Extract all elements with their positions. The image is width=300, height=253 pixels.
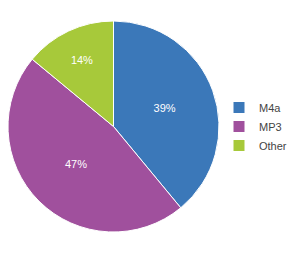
svg-text:14%: 14% [71, 54, 93, 66]
svg-text:Other: Other [259, 140, 287, 152]
svg-text:39%: 39% [154, 102, 176, 114]
svg-text:MP3: MP3 [259, 121, 282, 133]
svg-text:47%: 47% [65, 158, 87, 170]
svg-text:M4a: M4a [259, 102, 281, 114]
